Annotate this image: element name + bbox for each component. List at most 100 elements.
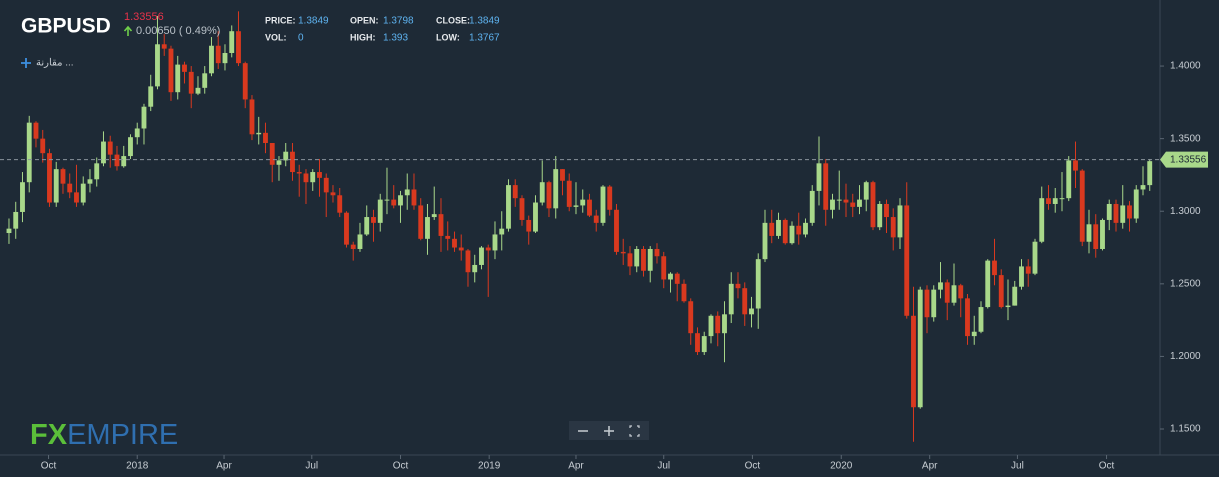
plot-area	[0, 11, 1160, 442]
candle-body	[668, 273, 673, 280]
candle-body	[1005, 305, 1011, 308]
candle-body	[283, 151, 289, 161]
candle-body	[708, 315, 714, 337]
candle-body	[128, 137, 133, 157]
candle-body	[904, 205, 910, 316]
compare-label[interactable]: مقارنة ...	[36, 58, 74, 69]
candle-body	[1147, 161, 1153, 186]
y-tick-label: 1.3000	[1170, 206, 1201, 217]
candle-body	[404, 189, 410, 196]
candle-body	[1046, 198, 1051, 204]
stat-value: 1.3849	[469, 16, 500, 27]
candle-body	[1127, 205, 1132, 219]
candle-body	[890, 217, 896, 238]
candle-body	[1100, 219, 1105, 249]
candle-body	[911, 315, 916, 408]
candle-body	[526, 219, 532, 232]
candle-body	[809, 190, 815, 223]
candle-body	[661, 256, 667, 280]
candle-body	[94, 163, 100, 180]
candle-body	[641, 248, 646, 271]
stat-value: 0	[298, 33, 304, 44]
candle-body	[654, 248, 660, 257]
candle-body	[1086, 224, 1092, 242]
logo-empire: EMPIRE	[67, 419, 178, 451]
candle-body	[742, 288, 748, 315]
up-arrow	[123, 25, 133, 36]
last-price-label: 1.33556	[1170, 154, 1207, 165]
candle-body	[722, 314, 727, 334]
stat-label: LOW:	[436, 32, 460, 42]
candle-body	[425, 217, 430, 239]
candle-body	[1052, 198, 1058, 204]
candle-body	[202, 73, 208, 88]
stat-label: OPEN:	[350, 15, 379, 25]
candle-body	[290, 151, 295, 173]
fullscreen[interactable]	[629, 425, 640, 437]
candle-body	[80, 183, 86, 203]
zoom-controls	[569, 421, 649, 440]
candle-body	[512, 185, 518, 199]
symbol: GBPUSD	[21, 15, 111, 38]
stat-value: 1.3767	[469, 33, 500, 44]
candle-body	[1012, 286, 1018, 306]
y-tick-label: 1.2000	[1170, 351, 1201, 362]
x-tick-label: Apr	[216, 461, 232, 472]
candle-body	[992, 260, 997, 276]
candle-body	[87, 179, 93, 184]
candle-body	[749, 308, 754, 315]
x-tick-label: Apr	[568, 461, 584, 472]
candle-body	[836, 199, 842, 201]
candle-body	[877, 203, 883, 228]
candle-body	[735, 283, 741, 289]
candle-body	[1059, 198, 1065, 200]
compare-icon[interactable]	[21, 58, 31, 68]
candle-body	[580, 199, 586, 206]
candle-body	[155, 44, 160, 87]
zoom-in[interactable]	[604, 426, 614, 436]
candle-body	[863, 182, 869, 200]
candle-body	[6, 228, 12, 234]
candle-body	[269, 143, 275, 165]
candle-body	[614, 209, 619, 252]
candle-body	[256, 132, 262, 135]
candle-body	[357, 234, 363, 249]
compare-button[interactable]: مقارنة ...	[21, 58, 74, 69]
candle-body	[391, 199, 397, 206]
candle-body	[310, 172, 316, 183]
current-price: 1.33556	[124, 11, 164, 23]
candle-body	[938, 282, 943, 290]
candle-body	[917, 289, 923, 408]
candle-body	[830, 199, 835, 210]
candle-body	[769, 222, 775, 236]
x-tick-label: Oct	[393, 461, 409, 472]
candle-body	[533, 202, 538, 232]
candle-body	[303, 173, 309, 183]
candle-body	[452, 238, 457, 248]
stat-label: PRICE:	[265, 15, 296, 25]
candle-body	[344, 212, 349, 245]
candle-body	[944, 282, 950, 303]
candle-body	[1073, 160, 1078, 171]
candle-body	[593, 215, 599, 223]
candle-body	[13, 211, 19, 229]
candle-body	[560, 169, 565, 181]
candle-body	[479, 247, 484, 265]
axes: 1.1500 1.2000 1.2500 1.3000 1.3500 1.4000 Oct 2…	[41, 61, 1208, 472]
candle-body	[330, 192, 336, 196]
candle-body	[60, 169, 66, 184]
candle-body	[195, 87, 201, 94]
candle-body	[600, 186, 606, 223]
candle-body	[688, 301, 694, 334]
candle-body	[121, 156, 127, 167]
logo: FXEMPIRE	[30, 419, 178, 451]
stat-label: HIGH:	[350, 32, 376, 42]
candle-body	[47, 153, 52, 203]
stat-label: VOL:	[265, 32, 287, 42]
candle-body	[242, 63, 248, 100]
candle-body	[728, 283, 734, 315]
candle-body	[472, 264, 478, 273]
